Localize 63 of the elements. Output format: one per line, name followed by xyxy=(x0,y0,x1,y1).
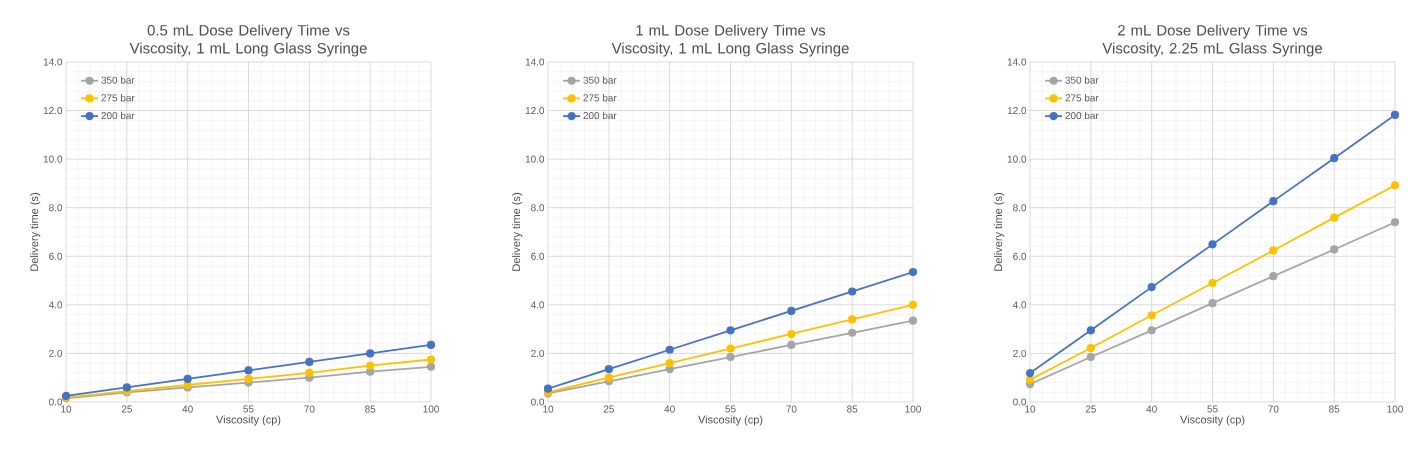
chart-title: 2 mL Dose Delivery Time vs Viscosity, 2.25 mL Glass Syringe xyxy=(1102,24,1322,57)
y-tick-label: 0.0 xyxy=(531,398,545,406)
y-tick-label: 10.0 xyxy=(525,155,545,163)
y-axis-title: Delivery time (s) xyxy=(30,193,41,271)
y-tick-label: 2.0 xyxy=(49,349,63,357)
y-tick-label: 6.0 xyxy=(49,252,63,260)
x-tick-label: 100 xyxy=(423,405,439,413)
y-tick-label: 10.0 xyxy=(1007,155,1027,163)
y-tick-label: 10.0 xyxy=(43,155,63,163)
legend-label: 275 bar xyxy=(101,94,135,102)
x-tick-label: 40 xyxy=(664,405,675,413)
y-tick-label: 12.0 xyxy=(43,107,63,115)
x-tick-label: 10 xyxy=(1025,405,1036,413)
y-tick-label: 14.0 xyxy=(43,58,63,66)
y-tick-label: 8.0 xyxy=(531,204,545,212)
x-tick-label: 70 xyxy=(1268,405,1279,413)
x-tick-label: 40 xyxy=(182,405,193,413)
y-tick-label: 14.0 xyxy=(1007,58,1027,66)
y-tick-label: 8.0 xyxy=(1013,204,1027,212)
chart-title: 1 mL Dose Delivery Time vs Viscosity, 1 mL Long Glass Syringe xyxy=(611,24,849,57)
y-tick-label: 12.0 xyxy=(1007,107,1027,115)
legend-label: 200 bar xyxy=(583,111,617,120)
legend-label: 275 bar xyxy=(1065,94,1099,102)
x-tick-label: 100 xyxy=(1387,405,1403,413)
y-tick-label: 0.0 xyxy=(49,398,63,406)
x-tick-label: 100 xyxy=(905,405,921,413)
x-tick-label: 25 xyxy=(603,405,614,413)
y-tick-label: 6.0 xyxy=(531,252,545,260)
x-tick-label: 40 xyxy=(1146,405,1157,413)
y-axis-title: Delivery time (s) xyxy=(994,193,1005,271)
x-tick-label: 10 xyxy=(61,405,72,413)
y-tick-label: 2.0 xyxy=(531,349,545,357)
x-tick-label: 10 xyxy=(543,405,554,413)
x-tick-label: 85 xyxy=(365,405,376,413)
legend-label: 275 bar xyxy=(583,94,617,102)
x-tick-label: 70 xyxy=(786,405,797,413)
y-tick-label: 4.0 xyxy=(1012,301,1027,309)
y-tick-label: 2.0 xyxy=(1013,349,1027,357)
y-tick-label: 4.0 xyxy=(48,301,63,309)
x-tick-label: 25 xyxy=(121,405,132,413)
x-tick-label: 85 xyxy=(847,405,858,413)
y-axis-title: Delivery time (s) xyxy=(512,193,523,271)
y-tick-label: 4.0 xyxy=(530,301,545,309)
y-tick-label: 0.0 xyxy=(1013,398,1027,406)
chart-title: 0.5 mL Dose Delivery Time vs Viscosity, 1 mL Long Glass Syringe xyxy=(129,24,367,57)
x-axis-title: Viscosity (cp) xyxy=(698,415,763,426)
x-tick-label: 55 xyxy=(1207,405,1218,413)
y-tick-label: 6.0 xyxy=(1013,252,1027,260)
legend-label: 200 bar xyxy=(1065,111,1099,120)
legend-label: 200 bar xyxy=(101,111,135,120)
y-tick-label: 14.0 xyxy=(525,58,545,66)
x-tick-label: 70 xyxy=(304,405,315,413)
legend-label: 350 bar xyxy=(101,76,135,84)
y-tick-label: 12.0 xyxy=(525,107,545,115)
legend-label: 350 bar xyxy=(583,76,617,84)
x-tick-label: 85 xyxy=(1329,405,1340,413)
x-tick-label: 55 xyxy=(725,405,736,413)
x-tick-label: 25 xyxy=(1085,405,1096,413)
y-tick-label: 8.0 xyxy=(49,204,63,212)
legend-label: 350 bar xyxy=(1065,76,1099,84)
x-axis-title: Viscosity (cp) xyxy=(1180,415,1245,426)
x-tick-label: 55 xyxy=(243,405,254,413)
x-axis-title: Viscosity (cp) xyxy=(216,415,281,426)
